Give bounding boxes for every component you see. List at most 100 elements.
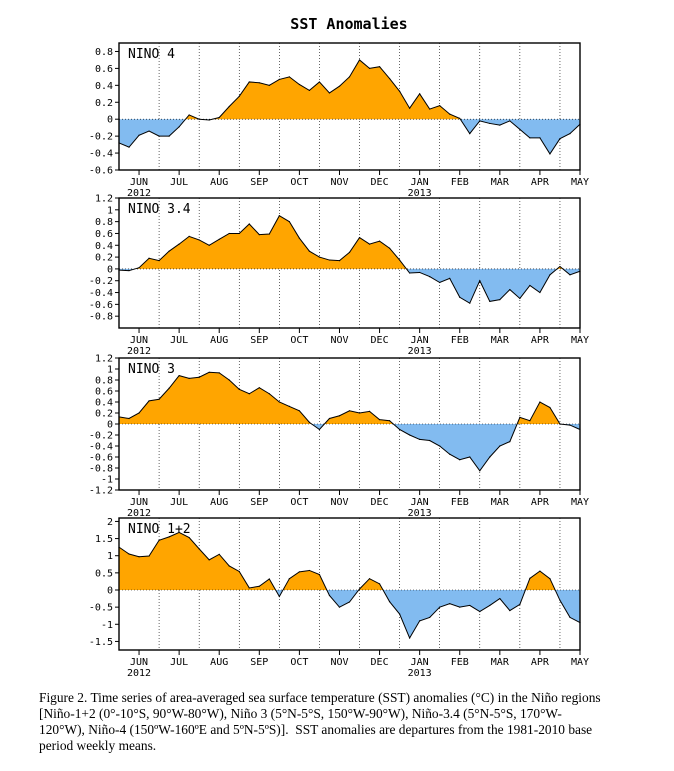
data-point-22 xyxy=(338,85,341,87)
data-point-28 xyxy=(399,428,401,431)
x-tick-label-jul: JUL xyxy=(170,497,188,508)
caption-line-3: 120°W), Niño-4 (150ºW-160ºE and 5ºN-5ºS)… xyxy=(39,722,593,737)
data-point-4 xyxy=(158,260,160,262)
data-point-39 xyxy=(509,120,511,122)
data-point-43 xyxy=(549,578,551,580)
y-tick-label: -1 xyxy=(101,620,113,631)
data-point-15 xyxy=(268,84,270,86)
data-point-42 xyxy=(539,137,541,139)
data-point-3 xyxy=(148,400,150,402)
x-tick-label-nov: NOV xyxy=(330,657,348,668)
year-label: 2013 xyxy=(408,668,432,679)
data-point-25 xyxy=(368,578,371,580)
x-tick-label-feb: FEB xyxy=(451,335,469,346)
data-point-4 xyxy=(158,539,160,541)
x-tick-label-jul: JUL xyxy=(170,177,188,188)
data-point-34 xyxy=(459,296,461,298)
x-tick-label-may: MAY xyxy=(571,497,589,508)
data-point-10 xyxy=(218,553,220,555)
data-point-7 xyxy=(188,235,190,238)
data-point-26 xyxy=(378,240,381,242)
y-tick-label: -0.8 xyxy=(89,464,113,475)
positive-anomaly-area xyxy=(119,532,556,590)
y-tick-label: 0.4 xyxy=(95,81,113,92)
panel-label: NINO 4 xyxy=(128,47,175,62)
data-point-27 xyxy=(388,247,391,249)
y-tick-label: -1 xyxy=(101,475,113,486)
x-tick-label-apr: APR xyxy=(531,657,550,668)
y-tick-label: 0.4 xyxy=(95,241,113,252)
data-point-13 xyxy=(248,587,250,589)
data-point-8 xyxy=(198,239,200,241)
y-tick-label: -0.2 xyxy=(89,132,113,143)
data-point-31 xyxy=(429,616,431,619)
data-point-38 xyxy=(499,597,501,600)
y-tick-label: 0.8 xyxy=(95,47,113,58)
data-point-4 xyxy=(158,135,160,137)
x-tick-label-jul: JUL xyxy=(170,335,188,346)
data-point-41 xyxy=(529,137,531,139)
y-tick-label: 0.6 xyxy=(95,64,113,75)
caption-line-2: [Niño-1+2 (0°-10°S, 90°W-80°W), Niño 3 (… xyxy=(39,706,562,721)
figure-title: SST Anomalies xyxy=(290,15,407,33)
negative-anomaly-area xyxy=(275,590,580,638)
data-point-21 xyxy=(328,594,331,597)
data-point-2 xyxy=(138,412,140,414)
x-tick-label-jan: JAN xyxy=(411,335,429,346)
data-point-35 xyxy=(469,132,471,135)
data-point-44 xyxy=(559,423,561,425)
panel-1: -0.6 -0.4 -0.2 0 0.2 0.4 0.6 0.8 JUN JUL AUG SEP OCT… xyxy=(89,42,589,199)
x-tick-label-feb: FEB xyxy=(451,657,469,668)
data-point-27 xyxy=(388,77,391,80)
x-tick-label-jun: JUN xyxy=(130,335,148,346)
data-point-1 xyxy=(128,270,130,272)
x-tick-label-nov: NOV xyxy=(330,177,348,188)
data-point-6 xyxy=(178,243,180,245)
data-point-45 xyxy=(569,616,571,619)
data-point-14 xyxy=(258,387,260,389)
data-point-31 xyxy=(429,439,431,442)
x-tick-label-oct: OCT xyxy=(290,335,308,346)
y-tick-label: -0.4 xyxy=(89,288,113,299)
data-point-11 xyxy=(228,379,230,381)
data-point-6 xyxy=(178,375,180,377)
data-point-36 xyxy=(479,280,481,282)
data-point-28 xyxy=(399,259,401,261)
data-point-29 xyxy=(409,434,411,436)
data-point-27 xyxy=(388,420,391,422)
positive-anomaly-area xyxy=(135,215,563,269)
data-point-17 xyxy=(288,221,290,223)
data-point-30 xyxy=(419,93,421,95)
x-tick-label-mar: MAR xyxy=(491,335,510,346)
data-point-24 xyxy=(358,59,361,61)
series-fill xyxy=(119,532,580,638)
y-tick-label: 0.2 xyxy=(95,98,113,109)
year-label: 2013 xyxy=(408,346,432,357)
data-point-12 xyxy=(238,95,240,97)
data-point-33 xyxy=(449,277,451,279)
data-point-20 xyxy=(318,428,321,431)
data-point-19 xyxy=(308,250,311,252)
data-point-27 xyxy=(388,601,391,603)
data-point-28 xyxy=(399,613,401,615)
data-point-19 xyxy=(308,421,311,423)
data-point-39 xyxy=(509,441,511,443)
x-tick-label-sep: SEP xyxy=(250,657,268,668)
data-point-21 xyxy=(328,92,331,94)
data-point-40 xyxy=(519,128,521,130)
data-point-24 xyxy=(358,588,361,590)
data-point-15 xyxy=(268,578,270,580)
y-tick-label: 2 xyxy=(107,517,113,528)
data-point-37 xyxy=(489,456,491,458)
x-tick-label-sep: SEP xyxy=(250,335,268,346)
x-tick-label-dec: DEC xyxy=(371,335,389,346)
data-point-22 xyxy=(338,260,341,262)
panel-label: NINO 3.4 xyxy=(128,202,191,217)
data-point-16 xyxy=(278,401,280,403)
data-point-31 xyxy=(429,108,431,110)
data-point-33 xyxy=(449,603,451,605)
y-tick-label: 1.5 xyxy=(95,534,113,545)
x-tick-label-may: MAY xyxy=(571,335,589,346)
x-tick-label-jan: JAN xyxy=(411,497,429,508)
